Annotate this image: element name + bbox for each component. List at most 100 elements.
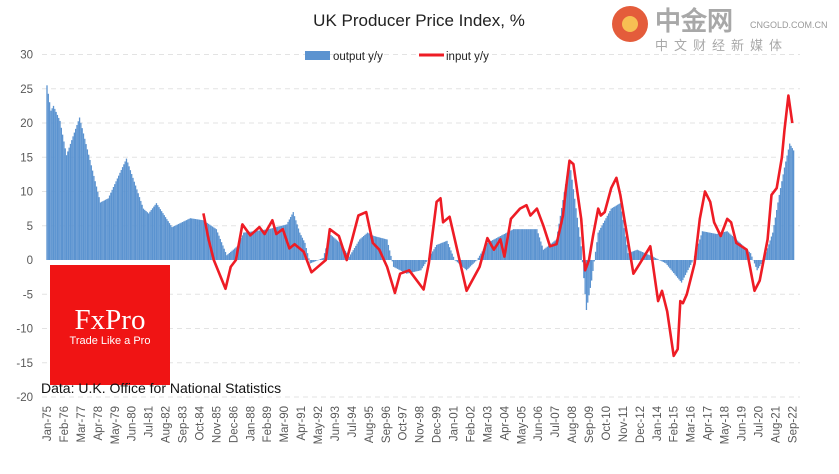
output-bar xyxy=(78,117,81,261)
output-bar xyxy=(709,232,711,260)
output-bar xyxy=(351,252,353,260)
output-bar xyxy=(648,254,650,260)
output-bar xyxy=(220,242,223,260)
output-bar xyxy=(290,216,292,260)
output-bar xyxy=(540,241,542,260)
output-bar xyxy=(555,239,558,260)
fxpro-logo: FxPro Trade Like a Pro xyxy=(50,265,170,385)
output-bar xyxy=(214,228,216,260)
output-bar xyxy=(115,181,117,260)
output-bar xyxy=(544,248,546,260)
output-bar xyxy=(755,260,757,267)
output-bar xyxy=(421,260,423,269)
output-bar xyxy=(678,260,680,280)
output-bar xyxy=(98,197,100,260)
output-bar xyxy=(740,244,743,260)
output-bar xyxy=(439,243,442,260)
output-bar xyxy=(82,133,85,260)
x-tick-label: Jan-14 xyxy=(652,405,664,441)
y-tick-label: -5 xyxy=(23,289,33,301)
output-bar xyxy=(330,235,332,260)
output-bar xyxy=(151,208,154,260)
output-bar xyxy=(577,227,580,260)
output-bar xyxy=(435,244,438,260)
output-bar xyxy=(356,243,358,260)
output-bar xyxy=(641,252,644,260)
output-bar xyxy=(546,246,549,260)
output-bar xyxy=(480,253,482,260)
output-bar xyxy=(123,164,125,260)
output-bar xyxy=(278,226,280,260)
output-bar xyxy=(597,232,599,260)
output-bar xyxy=(667,260,670,267)
x-tick-label: Nov-98 xyxy=(415,406,427,443)
x-tick-label: Aug-21 xyxy=(770,406,782,443)
output-bar xyxy=(730,234,732,260)
output-bar xyxy=(448,247,451,260)
output-bar xyxy=(114,184,116,260)
output-bar xyxy=(184,220,186,260)
output-bar xyxy=(132,177,134,260)
output-bar xyxy=(385,239,387,260)
output-bar xyxy=(59,120,61,260)
output-bar xyxy=(189,218,191,260)
output-bar xyxy=(607,213,610,260)
output-bar xyxy=(527,229,529,260)
output-bar xyxy=(422,260,425,267)
output-bar xyxy=(279,226,281,260)
output-bar xyxy=(748,251,750,260)
output-bar xyxy=(190,218,193,260)
x-tick-label: Jun-06 xyxy=(533,406,545,441)
output-bar xyxy=(267,229,270,260)
output-bar xyxy=(185,220,188,260)
output-bar xyxy=(60,127,62,260)
output-bar xyxy=(443,241,446,260)
output-bar xyxy=(511,229,513,260)
output-bar xyxy=(398,260,400,270)
output-bar xyxy=(756,260,758,271)
output-bar xyxy=(69,143,72,260)
output-bar xyxy=(434,247,436,260)
output-bar xyxy=(510,230,512,260)
output-bar xyxy=(366,232,369,260)
output-bar xyxy=(243,232,245,260)
output-bar xyxy=(592,260,594,271)
output-bar xyxy=(399,260,401,271)
output-bar xyxy=(520,229,522,260)
output-bar xyxy=(697,243,700,260)
output-bar xyxy=(128,166,130,260)
output-bar xyxy=(663,260,666,263)
output-bar xyxy=(138,197,141,260)
output-bar xyxy=(734,238,736,260)
output-bar xyxy=(316,260,318,261)
output-bar xyxy=(620,211,623,260)
output-bar xyxy=(687,260,689,271)
output-bar xyxy=(170,225,172,260)
output-bar xyxy=(639,250,641,260)
output-bar xyxy=(787,149,790,260)
output-bar xyxy=(514,229,516,260)
output-bar xyxy=(548,245,550,260)
output-bar xyxy=(503,233,506,260)
output-bar xyxy=(770,236,773,260)
output-bar xyxy=(46,85,48,260)
output-bar xyxy=(247,232,249,260)
output-bar xyxy=(158,207,160,260)
output-bar xyxy=(786,155,788,260)
output-bar xyxy=(110,192,112,260)
output-bar xyxy=(680,260,683,283)
output-bar xyxy=(686,260,688,273)
output-bar xyxy=(567,168,569,260)
output-bar xyxy=(155,203,158,260)
output-bar xyxy=(360,238,362,260)
output-bar xyxy=(258,230,261,260)
output-bar xyxy=(618,203,620,260)
output-bar xyxy=(196,219,198,260)
output-bar xyxy=(230,251,232,260)
output-bar xyxy=(357,241,360,260)
output-bar xyxy=(512,229,515,260)
output-bar xyxy=(647,254,649,260)
output-bar xyxy=(194,219,197,260)
output-bar xyxy=(452,256,455,260)
legend: output y/y input y/y xyxy=(305,51,489,63)
